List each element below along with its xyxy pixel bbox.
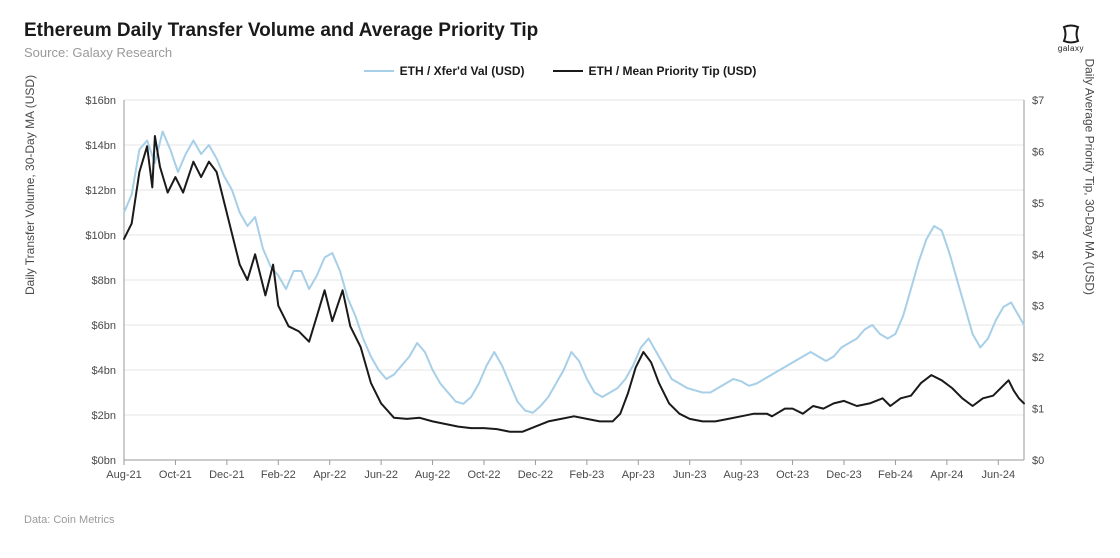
legend-swatch-series1	[364, 70, 394, 72]
y-left-tick: $4bn	[92, 365, 116, 377]
x-tick: Dec-23	[826, 469, 861, 481]
y-left-tick: $16bn	[85, 95, 116, 107]
y-right-tick: $3	[1032, 301, 1044, 313]
y-left-tick: $14bn	[85, 140, 116, 152]
y-left-tick: $10bn	[85, 230, 116, 242]
y-left-tick: $6bn	[92, 320, 116, 332]
chart-svg: $0bn $2bn $4bn $6bn $8bn $10bn $12bn $14bn $16bn…	[24, 80, 1094, 510]
x-tick: Oct-23	[776, 469, 809, 481]
y-right-tick: $4	[1032, 249, 1044, 261]
y-left-tick: $0bn	[92, 455, 116, 467]
x-tick: Jun-24	[981, 469, 1015, 481]
y-axis-right-label: Daily Average Priority Tip, 30-Day MA (U…	[1083, 58, 1097, 295]
y-left-tick: $8bn	[92, 275, 116, 287]
x-tick: Oct-22	[467, 469, 500, 481]
chart-area: Daily Transfer Volume, 30-Day MA (USD) D…	[24, 80, 1096, 510]
legend-swatch-series2	[553, 70, 583, 72]
chart-page: Ethereum Daily Transfer Volume and Avera…	[0, 0, 1120, 558]
page-title: Ethereum Daily Transfer Volume and Avera…	[24, 20, 1096, 43]
legend-label-series2: ETH / Mean Priority Tip (USD)	[589, 64, 757, 78]
source-line: Source: Galaxy Research	[24, 45, 1096, 60]
galaxy-logo: galaxy	[1058, 24, 1084, 53]
y-right-tick: $5	[1032, 198, 1044, 210]
y-left-tick: $12bn	[85, 185, 116, 197]
galaxy-logo-text: galaxy	[1058, 44, 1084, 53]
x-tick: Apr-23	[622, 469, 655, 481]
x-tick: Apr-24	[930, 469, 963, 481]
y-right-tick: $2	[1032, 352, 1044, 364]
data-source-footer: Data: Coin Metrics	[24, 514, 1096, 526]
x-tick: Aug-23	[723, 469, 758, 481]
x-tick: Aug-21	[106, 469, 141, 481]
y-right-tick: $1	[1032, 403, 1044, 415]
x-tick: Dec-22	[518, 469, 553, 481]
x-tick: Oct-21	[159, 469, 192, 481]
legend-item-series1: ETH / Xfer'd Val (USD)	[364, 64, 525, 78]
y-left-tick: $2bn	[92, 410, 116, 422]
galaxy-logo-icon	[1061, 24, 1081, 44]
y-right-tick: $6	[1032, 146, 1044, 158]
y-axis-left-label: Daily Transfer Volume, 30-Day MA (USD)	[23, 75, 37, 295]
y-right-tick: $7	[1032, 95, 1044, 107]
chart-legend: ETH / Xfer'd Val (USD) ETH / Mean Priori…	[24, 64, 1096, 78]
x-tick: Dec-21	[209, 469, 244, 481]
legend-item-series2: ETH / Mean Priority Tip (USD)	[553, 64, 757, 78]
x-tick: Jun-22	[364, 469, 398, 481]
y-right-tick: $0	[1032, 455, 1044, 467]
x-tick: Jun-23	[673, 469, 707, 481]
x-tick: Feb-24	[878, 469, 913, 481]
x-tick: Feb-22	[261, 469, 296, 481]
legend-label-series1: ETH / Xfer'd Val (USD)	[400, 64, 525, 78]
x-tick: Aug-22	[415, 469, 450, 481]
x-tick: Apr-22	[313, 469, 346, 481]
x-tick: Feb-23	[569, 469, 604, 481]
